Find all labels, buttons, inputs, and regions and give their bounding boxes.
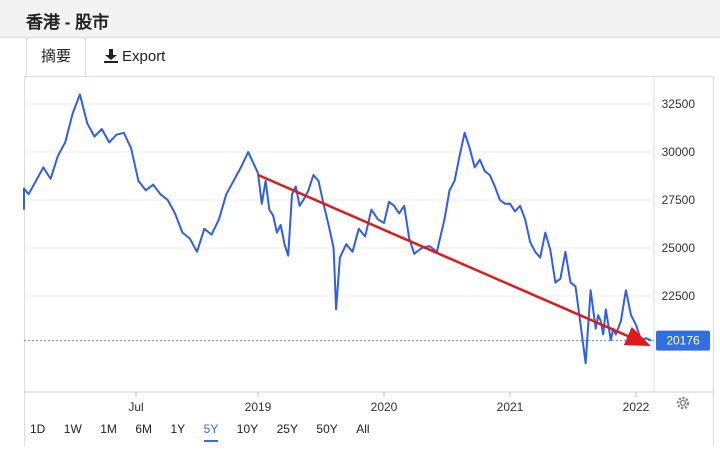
x-tick-label: 2019 <box>245 400 272 414</box>
current-value-badge <box>656 330 710 351</box>
tab-export[interactable]: Export <box>104 38 165 76</box>
range-1w[interactable]: 1W <box>63 422 82 436</box>
range-all[interactable]: All <box>356 422 370 436</box>
chart-frame <box>24 76 714 446</box>
x-tick-label: 2021 <box>497 400 524 414</box>
gear-icon[interactable] <box>675 395 691 411</box>
x-tick-label: 2020 <box>371 400 398 414</box>
range-1d[interactable]: 1D <box>30 422 46 436</box>
range-1m[interactable]: 1M <box>100 422 117 436</box>
range-25y[interactable]: 25Y <box>276 422 298 436</box>
series-line <box>23 93 652 365</box>
y-tick-label: 30000 <box>662 145 696 159</box>
x-axis: Jul 2019 2020 2021 2022 <box>128 392 650 414</box>
range-10y[interactable]: 10Y <box>236 422 259 436</box>
y-axis: 32500 30000 27500 25000 22500 <box>662 97 696 303</box>
export-label: Export <box>122 48 166 65</box>
range-1y[interactable]: 1Y <box>170 422 186 436</box>
range-5y[interactable]: 5Y <box>203 416 218 442</box>
range-6m[interactable]: 6M <box>135 422 153 436</box>
x-tick-label: 2022 <box>623 400 650 414</box>
y-tick-label: 25000 <box>662 241 696 255</box>
range-selector: 1D 1W 1M 6M 1Y 5Y 10Y 25Y 50Y All <box>30 416 384 442</box>
trend-arrow <box>257 173 651 346</box>
y-tick-label: 22500 <box>662 289 696 303</box>
tab-bar: 摘要 Export <box>0 38 720 78</box>
y-tick-label: 27500 <box>662 193 696 207</box>
header-bar: 香港 - 股市 <box>0 0 720 38</box>
chart-grid <box>24 76 714 393</box>
x-tick-label: Jul <box>128 400 143 414</box>
page-title: 香港 - 股市 <box>26 13 110 32</box>
range-50y[interactable]: 50Y <box>316 422 338 436</box>
tab-summary[interactable]: 摘要 <box>26 38 86 78</box>
download-icon <box>104 49 118 63</box>
y-tick-label: 32500 <box>662 97 696 111</box>
current-value-label: 20176 <box>666 334 700 348</box>
